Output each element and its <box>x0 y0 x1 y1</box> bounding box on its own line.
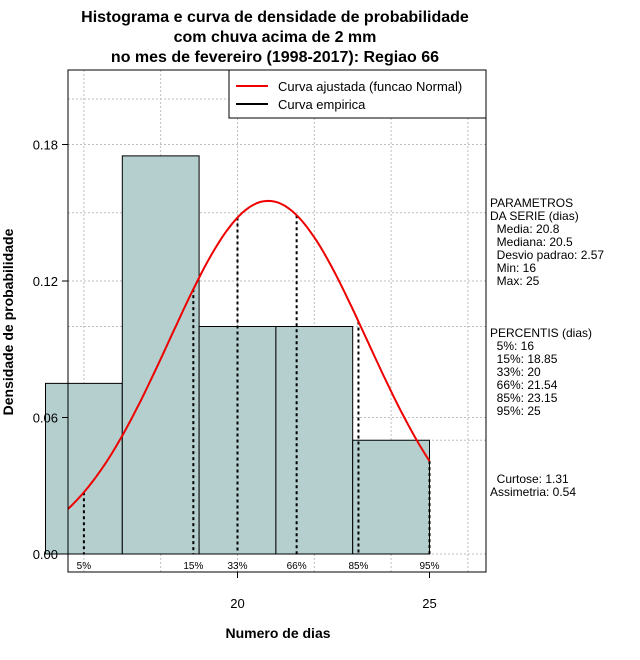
x-tick-label-1: 25 <box>422 596 436 611</box>
shape-line-0: Curtose: 1.31 <box>490 472 569 486</box>
legend-label-empirical-curve: Curva empirica <box>278 97 366 112</box>
histogram-bar-1 <box>121 155 200 555</box>
params-line-4: Desvio padrao: 2.57 <box>490 248 604 262</box>
legend-label-fitted-curve: Curva ajustada (funcao Normal) <box>278 79 462 94</box>
percentile-label-3: 66% <box>287 561 307 572</box>
y-tick-label-1: 0.06 <box>33 411 58 426</box>
params-line-1: DA SERIE (dias) <box>490 209 579 223</box>
percentis-line-5: 85%: 23.15 <box>490 391 558 405</box>
x-tick-label-0: 20 <box>230 596 244 611</box>
percentis-line-6: 95%: 25 <box>490 404 541 418</box>
histogram-bar-0 <box>45 382 123 555</box>
percentile-label-4: 85% <box>348 561 368 572</box>
percentis-line-1: 5%: 16 <box>490 339 534 353</box>
percentile-label-5: 95% <box>419 561 439 572</box>
params-line-3: Mediana: 20.5 <box>490 235 573 249</box>
y-axis-label: Densidade de probabilidade <box>0 228 16 415</box>
y-tick-label-2: 0.12 <box>33 274 58 289</box>
percentile-lines: 5% 15% 33% 66% 85% 95% <box>77 215 440 572</box>
percentile-label-1: 15% <box>183 561 203 572</box>
params-line-2: Media: 20.8 <box>490 222 560 236</box>
percentis-line-0: PERCENTIS (dias) <box>490 326 592 340</box>
y-tick-label-0: 0.00 <box>33 547 58 562</box>
shape-line-1: Assimetria: 0.54 <box>490 485 576 499</box>
y-tick-label-3: 0.18 <box>33 138 58 153</box>
chart-title-line-1: Histograma e curva de densidade de proba… <box>81 9 469 26</box>
chart-title-line-3: no mes de fevereiro (1998-2017): Regiao … <box>111 49 439 66</box>
percentis-line-3: 33%: 20 <box>490 365 541 379</box>
percentis-line-4: 66%: 21.54 <box>490 378 558 392</box>
params-line-5: Min: 16 <box>490 261 536 275</box>
percentile-label-2: 33% <box>227 561 247 572</box>
legend: Curva ajustada (funcao Normal) Curva emp… <box>228 69 487 119</box>
x-axis: 20 25 <box>230 572 437 611</box>
params-line-0: PARAMETROS <box>490 196 573 210</box>
x-axis-label: Numero de dias <box>225 625 330 641</box>
y-axis: 0.00 0.06 0.12 0.18 <box>33 138 68 562</box>
legend-box <box>228 69 487 119</box>
chart-title-line-2: com chuva acima de 2 mm <box>174 29 377 46</box>
percentis-line-2: 15%: 18.85 <box>490 352 558 366</box>
normal-curve-line <box>68 199 431 511</box>
normal-curve-group <box>68 199 431 511</box>
histogram-bar-4 <box>352 439 431 555</box>
params-line-6: Max: 25 <box>490 274 540 288</box>
percentile-label-0: 5% <box>77 561 92 572</box>
histogram-bar-3 <box>275 326 354 555</box>
